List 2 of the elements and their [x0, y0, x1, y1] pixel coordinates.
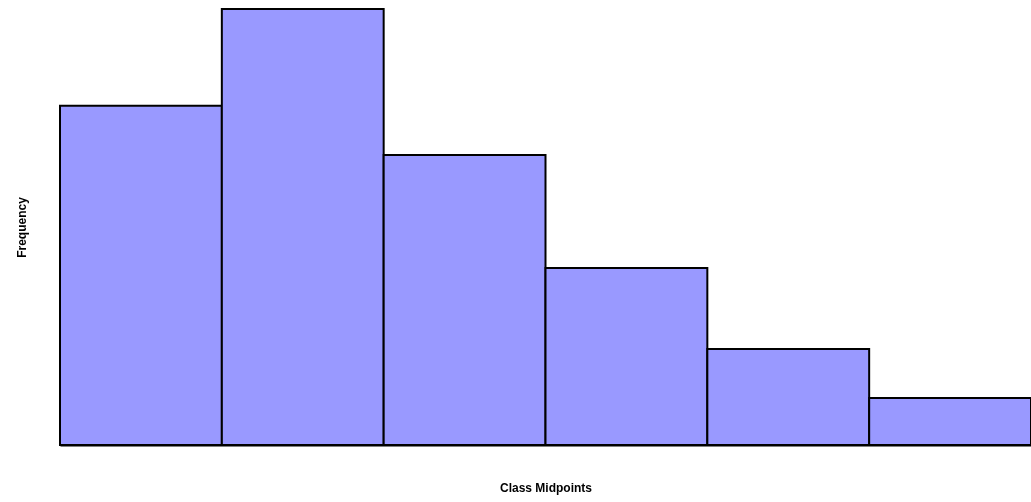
x-axis-title: Class Midpoints [499, 480, 593, 495]
y-axis-title: Frequency [14, 196, 29, 258]
